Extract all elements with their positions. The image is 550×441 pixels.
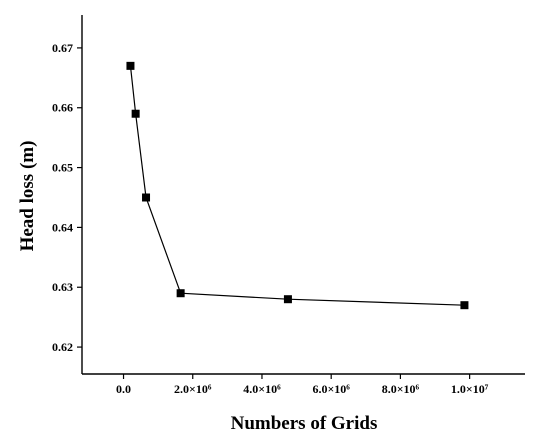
data-point-marker [460, 301, 469, 310]
data-point-marker [142, 193, 151, 202]
y-tick-label: 0.64 [52, 220, 73, 234]
x-axis-title: Numbers of Grids [231, 413, 378, 434]
y-tick-label: 0.66 [52, 101, 73, 115]
y-tick-label: 0.65 [52, 161, 73, 175]
series-line [129, 65, 465, 306]
data-point-marker [126, 61, 135, 70]
axes [81, 15, 525, 375]
data-point-marker [176, 289, 185, 298]
x-tick-label: 8.0×10⁶ [382, 382, 420, 396]
x-tick-label: 1.0×10⁷ [451, 382, 489, 396]
x-tick-label: 6.0×10⁶ [312, 382, 350, 396]
data-point-marker [283, 295, 292, 304]
y-tick-label: 0.63 [52, 280, 73, 294]
x-tick-label: 2.0×10⁶ [174, 382, 212, 396]
x-tick-label: 4.0×10⁶ [243, 382, 281, 396]
y-axis-ticks: 0.62 0.63 0.64 0.65 0.66 0.67 [52, 41, 82, 354]
x-tick-label: 0.0 [116, 382, 131, 396]
data-point-marker [131, 109, 140, 118]
y-tick-label: 0.67 [52, 41, 73, 55]
y-axis-title: Head loss (m) [17, 141, 38, 252]
x-axis-ticks: 0.0 2.0×10⁶ 4.0×10⁶ 6.0×10⁶ 8.0×10⁶ 1.0×10⁷ [116, 374, 489, 396]
y-tick-label: 0.62 [52, 340, 73, 354]
data-series [126, 61, 469, 310]
